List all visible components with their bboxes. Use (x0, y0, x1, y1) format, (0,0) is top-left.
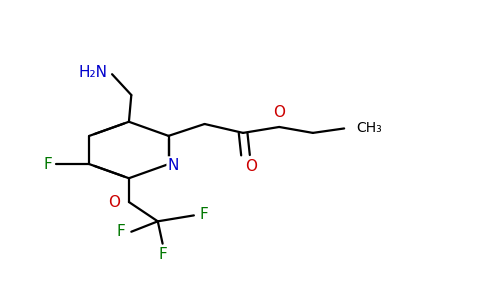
Text: F: F (117, 224, 125, 239)
Text: H₂N: H₂N (78, 65, 107, 80)
Text: F: F (43, 157, 52, 172)
Text: F: F (200, 207, 209, 222)
Text: F: F (158, 248, 167, 262)
Text: N: N (167, 158, 179, 172)
Text: O: O (273, 105, 285, 120)
Text: CH₃: CH₃ (356, 121, 382, 135)
Text: O: O (108, 194, 120, 209)
Text: O: O (245, 159, 257, 174)
